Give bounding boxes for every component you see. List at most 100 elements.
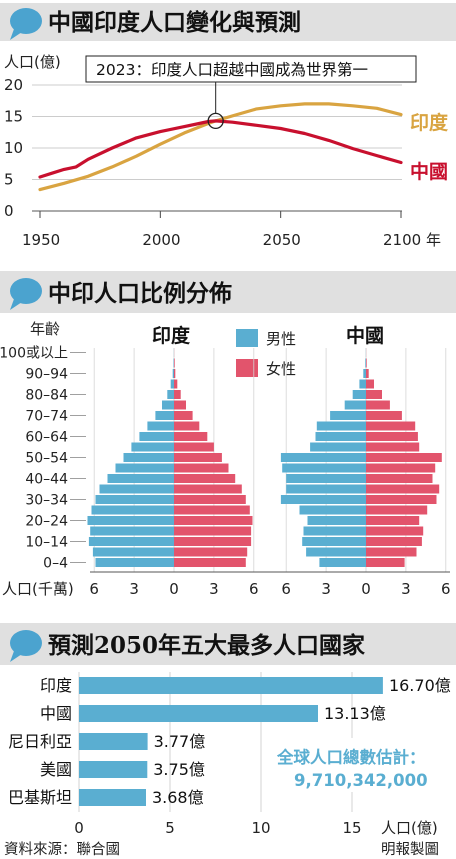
pyramid-bars	[87, 348, 442, 567]
pyramid-bar-male	[173, 358, 174, 368]
pyramid-bar-male	[302, 537, 366, 546]
line-chart-xticks: 1950 2000 2050 2100 年	[22, 210, 441, 249]
pyramid-bar-male	[162, 400, 174, 410]
pyramid-bar-female	[366, 369, 369, 378]
pyramid-bar-female	[366, 547, 417, 557]
top5-value-label: 3.75億	[153, 760, 205, 779]
pyramid-bar-female	[174, 432, 208, 441]
pyramid-bar-male	[87, 516, 174, 525]
pyramid-chart: 年齡 印度 中國 男性 女性 100或以上 90–94 80–84 70–74 60–6…	[0, 320, 451, 598]
top5-bar	[79, 733, 148, 750]
line-chart-annotation: 2023：印度人口超越中國成為世界第一	[85, 55, 417, 130]
pyramid-legend: 男性 女性	[236, 329, 296, 378]
legend-swatch-male	[236, 329, 258, 347]
pyramid-bar-female	[174, 411, 193, 420]
pyramid-bar-male	[155, 411, 174, 420]
line-chart-yticks: 20 15 10 5 0	[4, 76, 23, 220]
line-chart-ytick-label: 10	[4, 139, 23, 157]
section1-header-band	[0, 3, 456, 41]
pyramid-bar-female	[366, 484, 440, 494]
pyramid-bar-female	[174, 474, 236, 483]
pyramid-bar-female	[174, 516, 253, 525]
pyramid-bar-female	[174, 463, 229, 473]
section2-header-band	[0, 271, 456, 313]
pyramid-bar-female	[366, 505, 428, 515]
top5-category-label: 中國	[40, 704, 72, 723]
top5-category-label: 印度	[40, 676, 72, 695]
pyramid-bar-female	[174, 558, 246, 567]
section3-title: 預測2050年五大最多人口國家	[48, 632, 365, 659]
top5-bar	[79, 705, 318, 722]
pyramid-bar-male	[88, 537, 174, 546]
pyramid-xtick-label: 3	[129, 580, 139, 598]
pyramid-bar-female	[174, 453, 222, 462]
pyramid-bar-male	[299, 505, 366, 515]
pyramid-bar-male	[352, 390, 366, 399]
annotation-box	[85, 55, 417, 83]
pyramid-age-label: 60–64	[25, 430, 68, 446]
pyramid-bar-male	[99, 484, 174, 494]
pyramid-bar-female	[366, 411, 402, 420]
top5-bar	[79, 761, 148, 778]
top5-category-label: 美國	[40, 760, 72, 779]
pyramid-bar-female	[174, 421, 200, 431]
pyramid-bar-male	[170, 379, 174, 389]
top5-xticks: 0 5 10 15	[74, 819, 361, 837]
pyramid-bar-male	[147, 421, 174, 431]
pyramid-bar-male	[139, 432, 174, 441]
section1-header: 中國印度人口變化與預測	[0, 3, 456, 41]
pyramid-bar-male	[91, 505, 174, 515]
source-note: 資料來源：聯合國	[4, 841, 120, 858]
pyramid-ylabel: 年齡	[30, 320, 60, 338]
pyramid-bar-female	[174, 369, 176, 378]
line-chart-xtick-label: 2050	[263, 231, 301, 249]
annotation-text: 2023：印度人口超越中國成為世界第一	[96, 61, 368, 79]
pyramid-bar-female	[366, 400, 390, 410]
pyramid-bar-male	[107, 474, 174, 483]
legend-label-male: 男性	[266, 330, 296, 348]
speech-bubble-icon	[10, 8, 42, 40]
pyramid-bar-male	[172, 369, 174, 378]
pyramid-xlabel: 人口(千萬)	[2, 580, 74, 598]
line-series-china	[38, 119, 403, 179]
pyramid-age-label: 100或以上	[0, 346, 68, 362]
pyramid-bar-male	[115, 463, 174, 473]
pyramid-bar-female	[174, 442, 214, 452]
pyramid-age-label: 70–74	[25, 409, 68, 425]
pyramid-bar-male	[363, 369, 366, 378]
section2-header: 中印人口比例分佈	[0, 271, 456, 313]
pyramid-xtick-label: 0	[361, 580, 371, 598]
pyramid-age-label: 80–84	[25, 388, 68, 404]
line-chart-ytick-label: 0	[4, 202, 14, 220]
pyramid-bar-female	[174, 495, 246, 504]
pyramid-bar-female	[366, 453, 442, 462]
pyramid-title-china: 中國	[346, 324, 384, 347]
world-total-box: 全球人口總數估計： 9,710,342,000	[272, 738, 452, 792]
pyramid-bar-male	[280, 453, 366, 462]
pyramid-bar-female	[174, 547, 248, 557]
line-chart-xtick-label: 2100 年	[383, 231, 441, 249]
pyramid-age-label: 40–44	[25, 472, 68, 488]
pyramid-bar-female	[366, 537, 422, 546]
top5-value-label: 13.13億	[324, 704, 386, 723]
pyramid-age-label: 0–4	[43, 556, 68, 572]
pyramid-title-india: 印度	[152, 324, 191, 347]
pyramid-bar-male	[90, 526, 174, 536]
pyramid-bar-female	[366, 495, 437, 504]
top5-category-label: 巴基斯坦	[8, 788, 72, 807]
pyramid-bar-male	[286, 484, 366, 494]
pyramid-bar-female	[366, 516, 420, 525]
section3-header: 預測2050年五大最多人口國家	[0, 623, 456, 665]
pyramid-bar-male	[344, 400, 366, 410]
line-chart-xtick-label: 2000	[142, 231, 180, 249]
pyramid-bar-male	[330, 411, 366, 420]
pyramid-bar-male	[123, 453, 174, 462]
pyramid-bar-female	[366, 463, 436, 473]
top5-value-label: 3.77億	[154, 732, 206, 751]
top5-xtick-label: 10	[251, 819, 270, 837]
pyramid-age-label: 20–24	[25, 514, 68, 530]
pyramid-xtick-label: 0	[169, 580, 179, 598]
pyramid-age-labels: 100或以上 90–94 80–84 70–74 60–64 50–54 40–44 30–3…	[0, 346, 86, 572]
